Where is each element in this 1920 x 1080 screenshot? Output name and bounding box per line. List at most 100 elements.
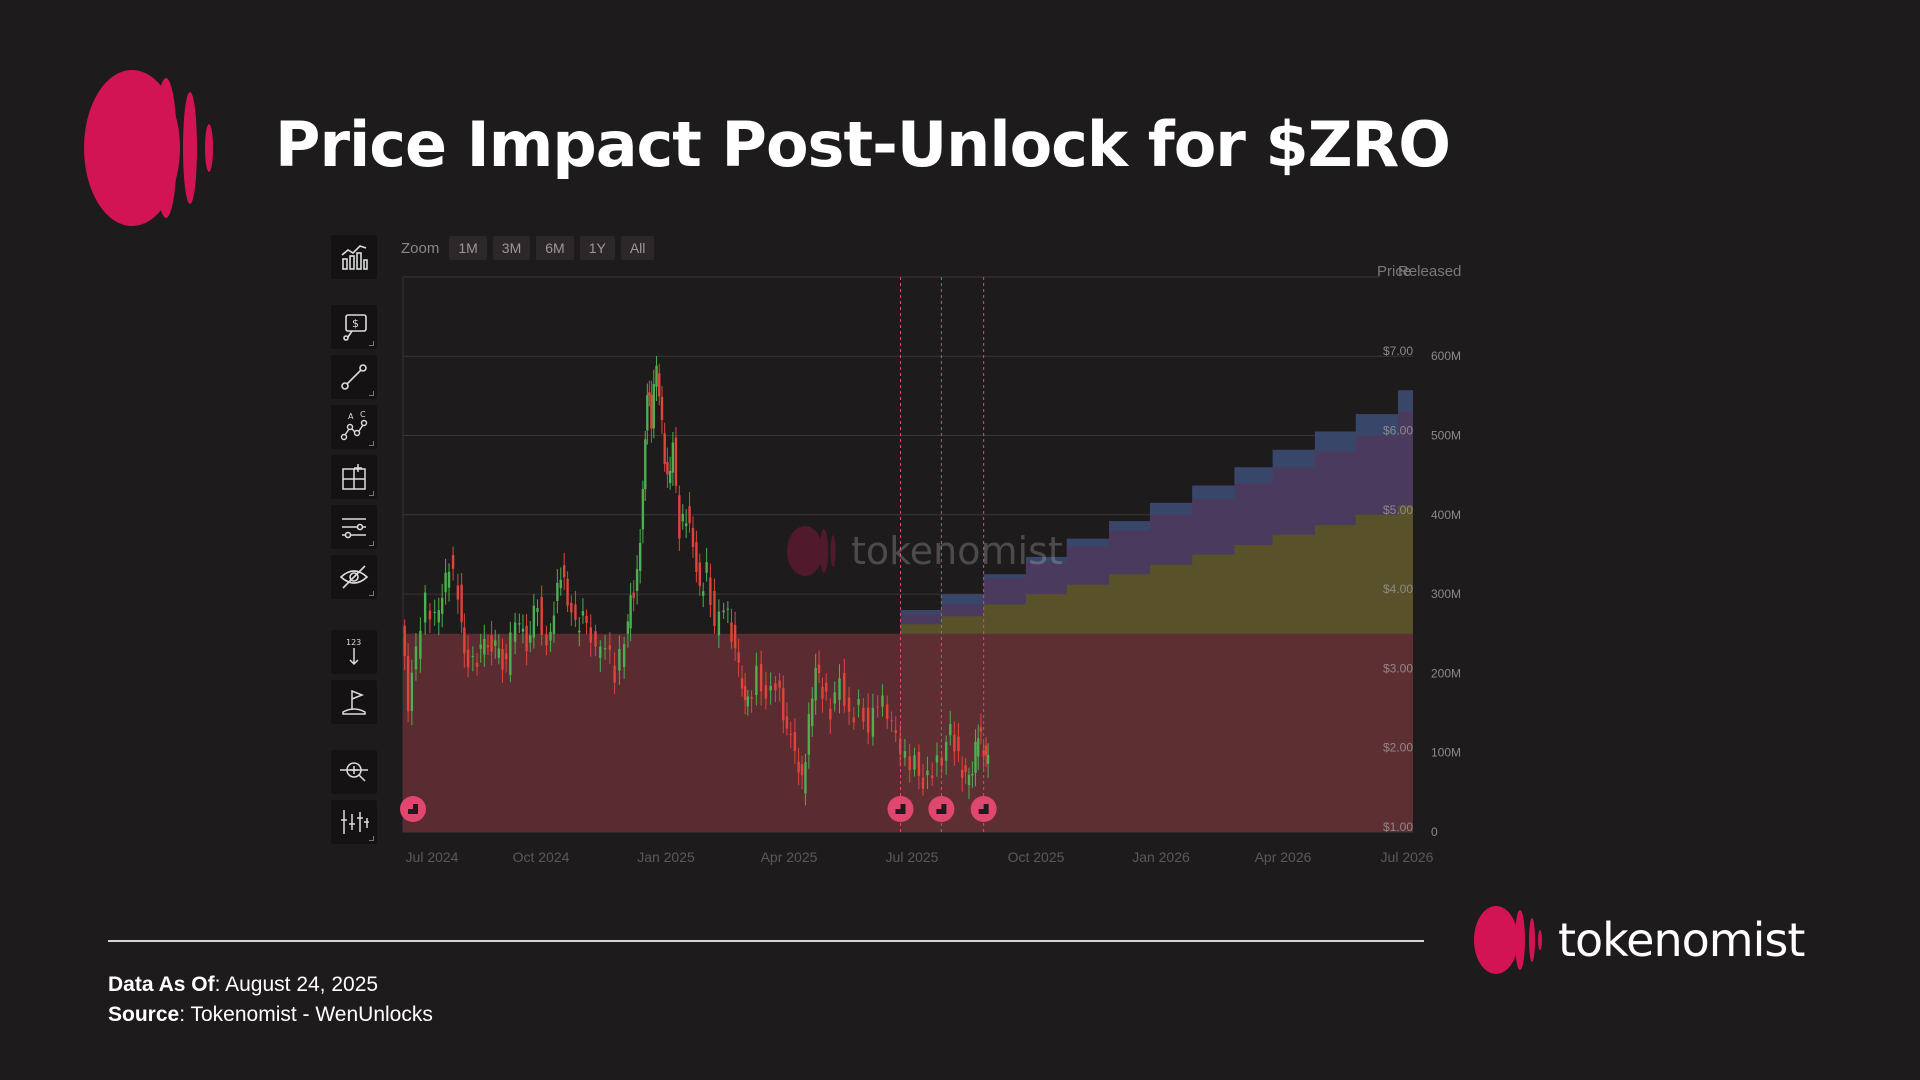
price-candle <box>740 678 744 689</box>
measure-button[interactable] <box>331 455 377 499</box>
indicators-icon <box>342 518 366 539</box>
price-candle <box>570 602 573 613</box>
price-candle <box>949 724 952 736</box>
price-candle <box>663 433 666 464</box>
price-candle <box>733 624 737 649</box>
zoom-all-button[interactable]: All <box>620 236 655 260</box>
x-tick-label: Jan 2025 <box>637 849 695 865</box>
trend-line-button[interactable] <box>331 355 377 399</box>
price-candle <box>986 754 990 764</box>
data-as-of-label: Data As Of <box>108 973 215 996</box>
price-candle <box>460 584 463 623</box>
x-tick-label: Oct 2024 <box>513 849 570 865</box>
price-candle <box>886 704 889 719</box>
price-candle <box>652 383 655 429</box>
price-candle <box>903 751 907 758</box>
price-candle <box>908 756 911 771</box>
data-as-of-line: Data As Of: August 24, 2025 <box>108 970 433 1000</box>
price-candle <box>589 627 592 643</box>
source-label: Source <box>108 1003 180 1026</box>
price-candle <box>821 686 824 699</box>
price-candle <box>497 648 501 658</box>
price-candle <box>804 762 807 794</box>
price-candle <box>913 755 916 770</box>
price-candle <box>463 627 466 654</box>
price-candle <box>475 662 479 667</box>
price-candle <box>847 697 851 712</box>
price-candle <box>599 646 602 658</box>
chart-type-button[interactable] <box>331 235 377 279</box>
crosshair-icon <box>340 762 368 782</box>
price-candle <box>403 625 406 656</box>
price-candle <box>521 628 525 632</box>
price-candle <box>471 655 475 658</box>
price-axis-header: Price <box>1377 263 1412 280</box>
unlock-event-marker-glyph <box>978 804 989 814</box>
crosshair-button[interactable] <box>331 750 377 794</box>
price-candle <box>552 615 556 635</box>
price-candle <box>513 622 517 642</box>
released-axis-header: Released <box>1398 263 1461 280</box>
price-candle <box>789 734 792 736</box>
price-candle <box>688 506 691 524</box>
price-candle <box>559 579 562 589</box>
zoom-3m-button[interactable]: 3M <box>492 236 531 260</box>
price-tick-label: $2.00 <box>1383 741 1413 755</box>
price-candle <box>532 605 536 638</box>
price-candle <box>737 652 740 663</box>
price-candle <box>437 610 440 623</box>
price-candle <box>957 736 960 752</box>
price-candle <box>917 751 921 776</box>
released-axis-header-text: Released <box>1398 263 1462 280</box>
price-candle <box>807 714 811 755</box>
compare-button[interactable] <box>331 800 377 844</box>
price-candle <box>566 578 569 606</box>
source-line: Source: Tokenomist - WenUnlocks <box>108 1000 433 1030</box>
price-candle <box>626 621 630 634</box>
price-candle <box>509 632 512 675</box>
price-candle <box>709 577 712 606</box>
released-tick-label: 500M <box>1431 429 1461 443</box>
zoom-1y-button[interactable]: 1Y <box>579 236 615 260</box>
price-candle <box>648 392 651 396</box>
numbers-button[interactable]: 123 <box>331 630 377 674</box>
price-alert-button[interactable]: $ <box>331 305 377 349</box>
indicators-button[interactable] <box>331 505 377 549</box>
price-candle <box>483 639 486 655</box>
price-candle <box>852 717 856 723</box>
price-candle <box>638 542 642 572</box>
price-candle <box>862 707 865 722</box>
chart-watermark: tokenomist <box>785 525 1063 577</box>
price-candle <box>833 692 836 704</box>
x-tick-label: Jan 2026 <box>1132 849 1190 865</box>
x-tick-label: Apr 2026 <box>1255 849 1312 865</box>
zoom-1m-button[interactable]: 1M <box>449 236 487 260</box>
price-candle <box>843 673 846 706</box>
price-candle <box>793 732 797 751</box>
price-candle <box>717 611 721 636</box>
price-candle <box>681 513 684 522</box>
price-candle <box>976 738 980 757</box>
price-candle <box>785 716 789 729</box>
price-tick-label: $4.00 <box>1383 582 1413 596</box>
zoom-6m-button[interactable]: 6M <box>536 236 574 260</box>
unlock-event-marker-glyph <box>408 804 418 814</box>
brand-name: tokenomist <box>1558 913 1805 967</box>
price-candle <box>800 764 804 776</box>
price-candle <box>890 720 893 722</box>
source-value: : Tokenomist - WenUnlocks <box>179 1003 433 1026</box>
price-candle <box>635 569 639 591</box>
price-tick-label: $1.00 <box>1383 820 1413 834</box>
price-candle <box>466 649 470 668</box>
trend-line-icon <box>341 364 367 390</box>
price-candle <box>713 590 716 626</box>
measure-icon <box>342 464 366 490</box>
price-candle <box>814 667 817 701</box>
price-candle <box>817 664 821 674</box>
hide-drawings-button[interactable] <box>331 555 377 599</box>
zoom-bar: Zoom 1M 3M 6M 1Y All <box>401 236 655 260</box>
price-candle <box>750 696 753 699</box>
flag-button[interactable] <box>331 680 377 724</box>
price-candle <box>930 775 934 779</box>
